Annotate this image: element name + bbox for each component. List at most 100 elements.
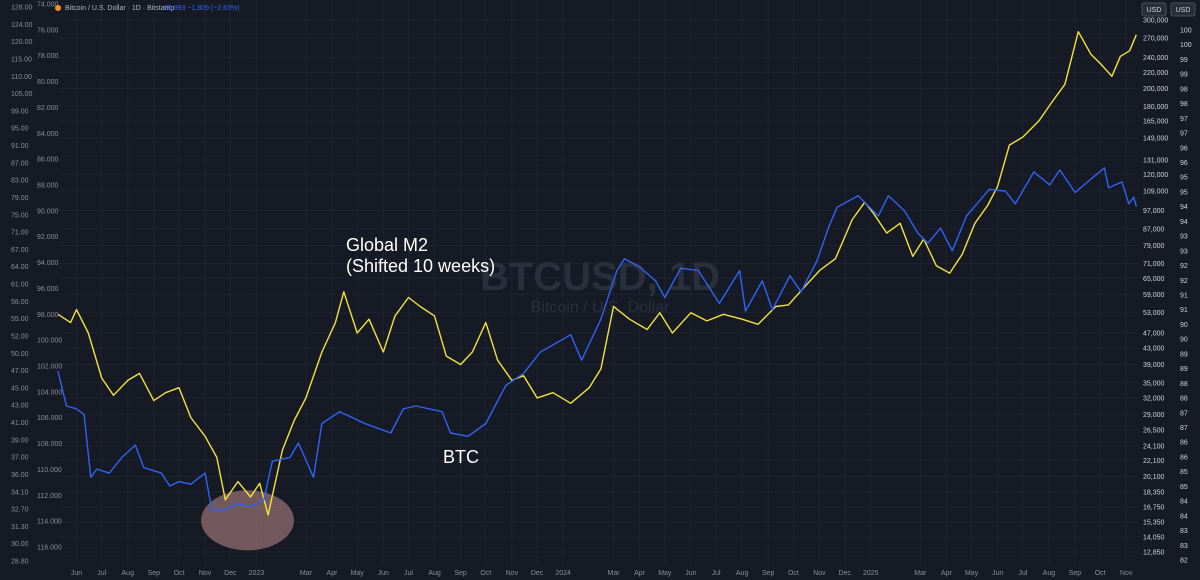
annotation-btc: BTC <box>443 447 479 467</box>
left-outer-tick: 124.00 <box>11 22 33 29</box>
x-tick-label: Jun <box>378 570 389 577</box>
left-outer-tick: 79.00 <box>11 195 29 202</box>
right-inner-tick: 87,000 <box>1143 227 1165 234</box>
left-outer-tick: 52.00 <box>11 333 29 340</box>
x-tick-label: Nov <box>199 570 212 577</box>
bottom-highlight-ellipse <box>201 490 294 551</box>
left-outer-tick: 58.00 <box>11 299 29 306</box>
currency-button-2-label: USD <box>1176 7 1191 14</box>
x-tick-label: Sep <box>148 570 161 577</box>
x-tick-label: 2025 <box>863 570 879 577</box>
x-tick-label: 2023 <box>249 570 265 577</box>
x-tick-label: Oct <box>788 570 799 577</box>
right-outer-tick: 97 <box>1180 131 1188 138</box>
left-outer-tick: 36.00 <box>11 472 29 479</box>
right-outer-tick: 82 <box>1180 558 1188 565</box>
x-tick-label: Jun <box>685 570 696 577</box>
right-outer-tick: 95 <box>1180 189 1188 196</box>
left-outer-tick: 95.00 <box>11 126 29 133</box>
x-tick-label: Nov <box>813 570 826 577</box>
left-outer-tick: 39.00 <box>11 437 29 444</box>
currency-button-1[interactable] <box>1141 2 1167 17</box>
right-inner-tick: 59,000 <box>1143 292 1165 299</box>
left-outer-tick: 105.00 <box>11 91 33 98</box>
watermark-name: Bitcoin / U.S. Dollar <box>531 299 670 316</box>
right-inner-tick: 240,000 <box>1143 55 1168 62</box>
right-outer-tick: 95 <box>1180 175 1188 182</box>
right-inner-tick: 39,000 <box>1143 362 1165 369</box>
left-outer-axis: 128.00 124.00 120.00 115.00 110.00 105.00 99.0… <box>11 5 33 566</box>
right-inner-tick: 12,850 <box>1143 550 1165 557</box>
left-outer-tick: 55.00 <box>11 316 29 323</box>
left-inner-tick: 110.000 <box>37 467 62 474</box>
right-inner-tick: 131,000 <box>1143 157 1168 164</box>
left-outer-tick: 99.00 <box>11 108 29 115</box>
right-inner-tick: 65,000 <box>1143 276 1165 283</box>
currency-buttons: USD USD <box>1141 2 1196 17</box>
left-inner-tick: 106.000 <box>37 415 62 422</box>
right-outer-tick: 98 <box>1180 101 1188 108</box>
annotations: Global M2 (Shifted 10 weeks) BTC <box>346 235 495 467</box>
x-axis: Jun Jul Aug Sep Oct Nov Dec 2023 Mar Apr May Jun Jul… <box>0 564 1200 580</box>
left-inner-tick: 96.000 <box>37 286 59 293</box>
x-tick-label: Oct <box>1095 570 1106 577</box>
right-inner-tick: 26,500 <box>1143 427 1165 434</box>
right-inner-tick: 32,000 <box>1143 395 1165 402</box>
right-outer-tick: 83 <box>1180 528 1188 535</box>
right-inner-tick: 109,000 <box>1143 188 1168 195</box>
right-outer-tick: 83 <box>1180 543 1188 550</box>
x-tick-label: Dec <box>531 570 544 577</box>
left-outer-tick: 34.10 <box>11 489 29 496</box>
left-inner-tick: 98.000 <box>37 312 59 319</box>
left-inner-tick: 94.000 <box>37 260 59 267</box>
chart-header: Bitcoin / U.S. Dollar · 1D · Bitstamp 66… <box>55 5 240 12</box>
right-outer-tick: 94 <box>1180 219 1188 226</box>
left-inner-tick: 74.000 <box>37 2 59 9</box>
left-outer-tick: 47.00 <box>11 368 29 375</box>
x-tick-label: Jun <box>992 570 1003 577</box>
left-inner-tick: 100.000 <box>37 338 62 345</box>
right-inner-tick: 120,000 <box>1143 172 1168 179</box>
right-inner-tick: 165,000 <box>1143 118 1168 125</box>
right-inner-tick: 35,000 <box>1143 380 1165 387</box>
right-inner-tick: 270,000 <box>1143 35 1168 42</box>
x-tick-label: May <box>658 570 672 577</box>
right-outer-tick: 91 <box>1180 293 1188 300</box>
currency-button-2[interactable] <box>1170 2 1196 17</box>
right-outer-tick: 86 <box>1180 440 1188 447</box>
x-tick-label: Mar <box>300 570 313 577</box>
right-inner-tick: 15,350 <box>1143 519 1165 526</box>
x-axis-strip <box>0 564 1200 580</box>
left-outer-tick: 30.00 <box>11 541 29 548</box>
x-tick-label: Jul <box>404 570 413 577</box>
right-outer-tick: 90 <box>1180 322 1188 329</box>
right-inner-tick: 79,000 <box>1143 243 1165 250</box>
left-inner-tick: 104.000 <box>37 389 62 396</box>
left-inner-tick: 78.000 <box>37 53 59 60</box>
right-outer-tick: 99 <box>1180 57 1188 64</box>
left-outer-tick: 43.00 <box>11 403 29 410</box>
x-tick-label: Aug <box>1043 570 1056 577</box>
left-inner-tick: 88.000 <box>37 183 59 190</box>
x-tick-label: Oct <box>480 570 491 577</box>
right-inner-tick: 149,000 <box>1143 136 1168 143</box>
left-outer-tick: 91.00 <box>11 143 29 150</box>
right-inner-axis: 300,000 270,000 240,000 220,000 200,000 180,0… <box>1138 0 1200 564</box>
right-outer-tick: 100 <box>1180 28 1192 35</box>
right-outer-tick: 84 <box>1180 499 1188 506</box>
x-tick-label: Jul <box>712 570 721 577</box>
x-tick-label: Sep <box>762 570 775 577</box>
currency-button-1-label: USD <box>1147 7 1162 14</box>
x-tick-label: Jun <box>71 570 82 577</box>
left-outer-tick: 87.00 <box>11 160 29 167</box>
left-inner-tick: 102.000 <box>37 364 62 371</box>
right-inner-tick: 300,000 <box>1143 18 1168 25</box>
grid <box>58 0 1138 564</box>
left-outer-tick: 45.00 <box>11 385 29 392</box>
annotation-shift-note: (Shifted 10 weeks) <box>346 256 495 276</box>
left-outer-tick: 83.00 <box>11 178 29 185</box>
right-outer-tick: 91 <box>1180 307 1188 314</box>
right-outer-tick: 96 <box>1180 145 1188 152</box>
x-tick-label: Dec <box>224 570 237 577</box>
